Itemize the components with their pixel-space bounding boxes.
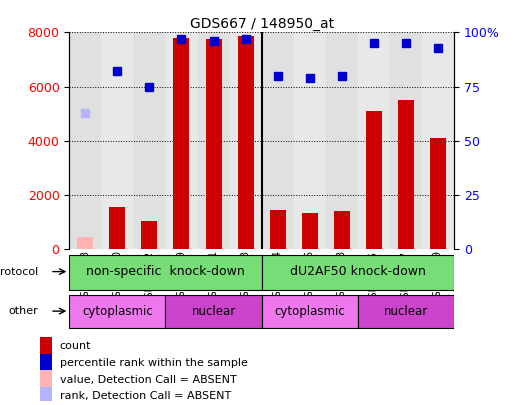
Text: rank, Detection Call = ABSENT: rank, Detection Call = ABSENT <box>60 391 231 401</box>
Bar <box>262 255 454 290</box>
Bar <box>430 138 446 249</box>
Text: value, Detection Call = ABSENT: value, Detection Call = ABSENT <box>60 375 236 385</box>
Bar <box>398 100 414 249</box>
Bar <box>41 337 52 356</box>
Bar <box>77 237 93 249</box>
Bar <box>390 32 422 249</box>
Bar <box>69 255 262 290</box>
Bar <box>102 32 133 249</box>
Bar <box>41 354 52 372</box>
Bar <box>109 207 125 249</box>
Bar <box>302 213 318 249</box>
Bar <box>69 32 102 249</box>
Bar <box>238 36 253 249</box>
Bar <box>206 39 222 249</box>
Text: protocol: protocol <box>0 266 38 277</box>
Text: dU2AF50 knock-down: dU2AF50 knock-down <box>290 265 426 278</box>
Bar <box>326 32 358 249</box>
Text: nuclear: nuclear <box>191 305 235 318</box>
Bar <box>229 32 262 249</box>
Bar <box>270 210 286 249</box>
Text: cytoplasmic: cytoplasmic <box>82 305 153 318</box>
Text: non-specific  knock-down: non-specific knock-down <box>86 265 245 278</box>
Bar <box>262 32 293 249</box>
Text: percentile rank within the sample: percentile rank within the sample <box>60 358 248 368</box>
Title: GDS667 / 148950_at: GDS667 / 148950_at <box>190 17 333 31</box>
Bar <box>358 296 454 328</box>
Bar <box>293 32 326 249</box>
Bar <box>69 296 165 328</box>
Text: nuclear: nuclear <box>384 305 428 318</box>
Bar <box>142 221 157 249</box>
Bar <box>422 32 454 249</box>
Bar <box>41 370 52 389</box>
Bar <box>41 387 52 405</box>
Text: cytoplasmic: cytoplasmic <box>274 305 345 318</box>
Bar <box>165 296 262 328</box>
Bar <box>366 111 382 249</box>
Bar <box>133 32 165 249</box>
Text: count: count <box>60 341 91 351</box>
Text: other: other <box>9 306 38 316</box>
Bar <box>198 32 229 249</box>
Bar <box>334 211 350 249</box>
Bar <box>173 38 189 249</box>
Bar <box>262 296 358 328</box>
Bar <box>358 32 390 249</box>
Bar <box>165 32 198 249</box>
